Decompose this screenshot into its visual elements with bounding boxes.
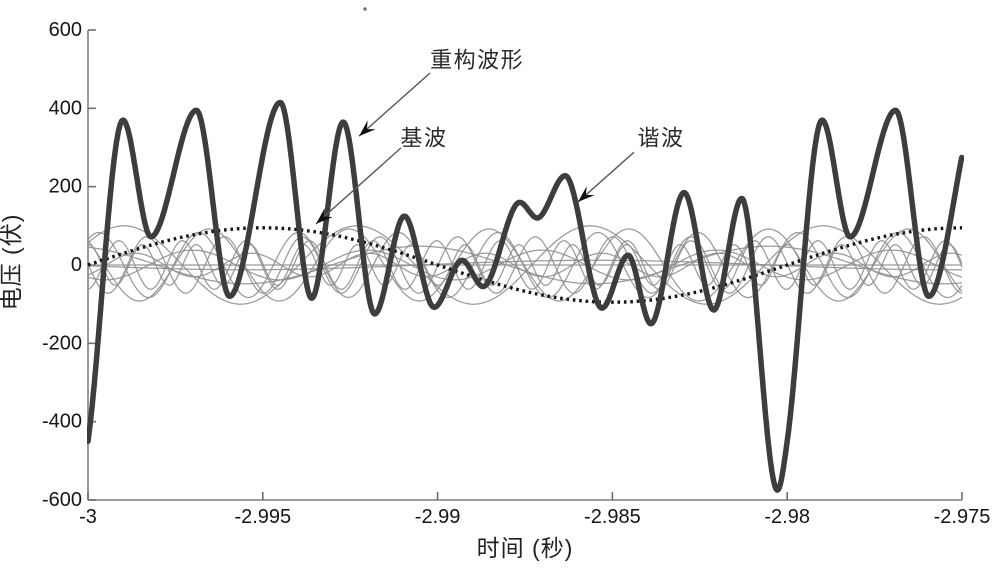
x-tick-label: -2.985: [584, 506, 641, 528]
ink-speck: [363, 7, 367, 11]
annotation-label: 基波: [400, 126, 447, 151]
y-tick-label: 600: [49, 19, 82, 41]
annotation-arrowhead: [578, 186, 595, 202]
axes: 600 400 200 0 -200 -400 -600-3 -2.995 -2.99 -2.98…: [42, 19, 990, 528]
y-axis-title: 电压 (伏): [0, 214, 24, 311]
reconstructed-waveform-path: [87, 99, 964, 493]
harmonic-wave-path: [87, 243, 963, 287]
harmonic-wave-path: [87, 231, 963, 299]
y-tick-label: 0: [71, 254, 82, 276]
x-tick-label: -2.975: [934, 506, 991, 528]
y-tick-label: -400: [42, 411, 82, 433]
annotation-arrow-line: [577, 151, 635, 203]
fundamental-wave-path: [87, 226, 962, 304]
y-tick-label: -200: [42, 332, 82, 354]
annotation-arrow-line: [358, 72, 431, 137]
x-tick-label: -2.995: [234, 506, 291, 528]
x-tick-label: -2.98: [764, 506, 810, 528]
x-tick-label: -3: [79, 506, 97, 528]
x-axis-title: 时间 (秒): [477, 535, 574, 561]
x-tick-label: -2.99: [415, 506, 461, 528]
waveform-series: [87, 99, 964, 493]
annotation-label: 谐波: [637, 126, 684, 151]
annotation-arrow-line: [315, 147, 402, 225]
y-tick-label: -600: [42, 489, 82, 511]
harmonic-wave-path: [87, 236, 963, 294]
annotation-label: 重构波形: [430, 48, 524, 73]
y-tick-label: 200: [49, 176, 82, 198]
harmonic-wave-path: [87, 259, 963, 271]
harmonic-wave-path: [87, 240, 963, 290]
annotation-arrowhead: [359, 120, 376, 137]
annotation-arrowhead: [316, 208, 333, 224]
harmonic-wave-path: [87, 252, 963, 278]
harmonic-wave-path: [87, 249, 963, 281]
y-tick-label: 400: [49, 97, 82, 119]
